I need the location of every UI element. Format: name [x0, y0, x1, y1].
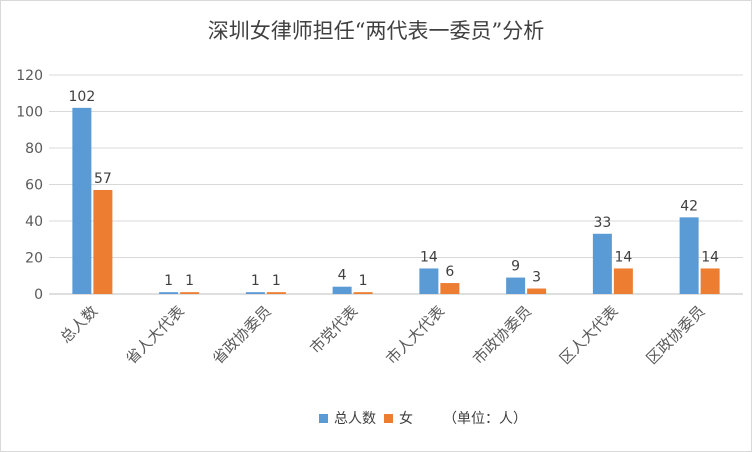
category-label: 市政协委员 [469, 302, 535, 368]
bar-total [245, 292, 265, 294]
y-tick-label: 20 [25, 251, 43, 267]
y-tick-label: 0 [34, 287, 43, 303]
data-label: 1 [359, 273, 368, 289]
bar-female [613, 268, 633, 294]
bar-female [440, 283, 460, 294]
bar-female [353, 292, 373, 294]
legend-label-female: 女 [399, 411, 413, 427]
category-label: 省政协委员 [209, 302, 275, 368]
bar-female [266, 292, 286, 294]
unit-note: （单位：人） [443, 411, 527, 427]
data-label: 1 [185, 273, 194, 289]
data-label: 1 [251, 273, 260, 289]
category-label: 市党代表 [306, 302, 361, 357]
y-tick-label: 120 [16, 68, 43, 84]
data-label: 14 [420, 249, 438, 265]
y-tick-label: 100 [16, 105, 43, 121]
bar-total [419, 268, 439, 294]
bar-total [592, 233, 612, 294]
bar-total [72, 107, 92, 294]
data-label: 102 [69, 89, 96, 105]
legend-label-total: 总人数 [334, 411, 376, 427]
data-label: 42 [680, 198, 698, 214]
data-label: 3 [532, 270, 541, 286]
y-tick-label: 60 [25, 178, 43, 194]
data-label: 14 [701, 249, 719, 265]
data-label: 1 [272, 273, 281, 289]
chart-legend: 总人数 女 （单位：人） [319, 408, 527, 428]
category-label: 市人大代表 [382, 302, 448, 368]
category-label: 区人大代表 [556, 302, 622, 368]
y-tick-label: 40 [25, 214, 43, 230]
bar-total [332, 286, 352, 294]
category-label: 区政协委员 [643, 302, 709, 368]
legend-item-total: 总人数 [319, 408, 376, 428]
data-label: 6 [445, 264, 454, 280]
chart-title: 深圳女律师担任“两代表一委员”分析 [207, 19, 545, 43]
data-label: 4 [338, 268, 347, 284]
data-label: 33 [593, 215, 611, 231]
y-tick-label: 80 [25, 141, 43, 157]
bar-female [527, 288, 547, 294]
data-label: 14 [614, 249, 632, 265]
data-label: 9 [511, 259, 520, 275]
legend-swatch-female [384, 413, 393, 423]
legend-item-female: 女 [384, 408, 413, 428]
legend-swatch-total [319, 413, 328, 423]
category-label: 省人大代表 [122, 302, 188, 368]
data-label: 1 [164, 273, 173, 289]
category-label: 总人数 [57, 302, 102, 347]
bar-female [700, 268, 720, 294]
bar-female [93, 189, 113, 294]
bar-total [159, 292, 179, 294]
data-label: 57 [94, 171, 112, 187]
bar-total [506, 277, 526, 294]
bar-female [180, 292, 200, 294]
bar-total [679, 217, 699, 294]
